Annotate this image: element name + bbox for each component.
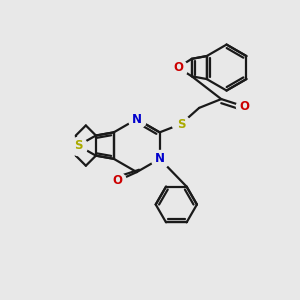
Text: S: S (177, 118, 185, 130)
Text: O: O (173, 61, 183, 74)
Text: N: N (155, 152, 165, 165)
Text: O: O (112, 174, 122, 188)
Text: N: N (132, 112, 142, 126)
Text: O: O (240, 100, 250, 113)
Text: S: S (74, 139, 82, 152)
